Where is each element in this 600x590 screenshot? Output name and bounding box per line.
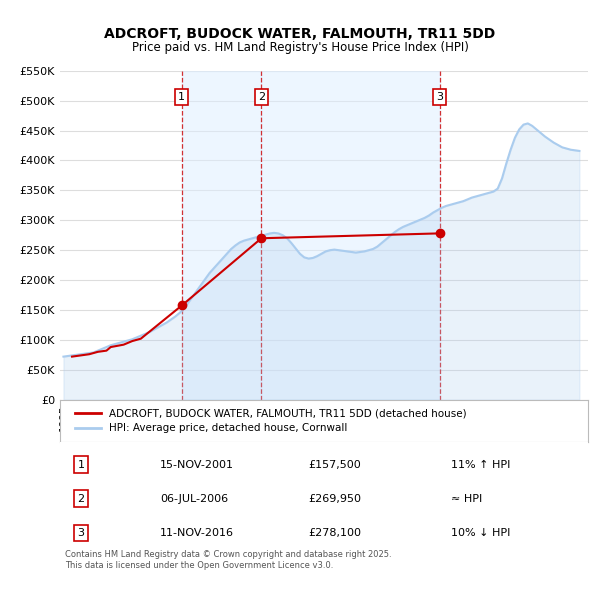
Text: 2: 2 [258,92,265,102]
Text: 3: 3 [77,528,85,538]
Text: 1: 1 [178,92,185,102]
Bar [262,71,440,399]
Text: Price paid vs. HM Land Registry's House Price Index (HPI): Price paid vs. HM Land Registry's House … [131,41,469,54]
Text: Contains HM Land Registry data © Crown copyright and database right 2025.
This d: Contains HM Land Registry data © Crown c… [65,550,392,570]
Text: 11% ↑ HPI: 11% ↑ HPI [451,460,510,470]
Text: ≈ HPI: ≈ HPI [451,494,482,504]
Text: £278,100: £278,100 [308,528,361,538]
Text: 10% ↓ HPI: 10% ↓ HPI [451,528,510,538]
Text: 3: 3 [436,92,443,102]
Text: 06-JUL-2006: 06-JUL-2006 [160,494,229,504]
Text: 2: 2 [77,494,85,504]
Text: £157,500: £157,500 [308,460,361,470]
Text: £269,950: £269,950 [308,494,361,504]
Text: 11-NOV-2016: 11-NOV-2016 [160,528,235,538]
Bar [182,71,262,399]
Text: ADCROFT, BUDOCK WATER, FALMOUTH, TR11 5DD: ADCROFT, BUDOCK WATER, FALMOUTH, TR11 5D… [104,27,496,41]
Text: 1: 1 [77,460,85,470]
Text: 15-NOV-2001: 15-NOV-2001 [160,460,235,470]
Legend: ADCROFT, BUDOCK WATER, FALMOUTH, TR11 5DD (detached house), HPI: Average price, : ADCROFT, BUDOCK WATER, FALMOUTH, TR11 5D… [70,404,471,438]
